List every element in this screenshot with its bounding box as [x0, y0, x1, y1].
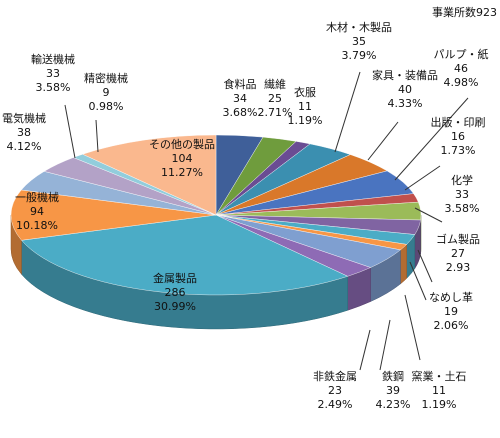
slice-10-label: 窯業・土石 11 1.19% [412, 369, 467, 411]
slice-14-label: 一般機械 94 10.18% [15, 190, 59, 232]
leader-lines-group [64, 71, 469, 371]
slice-8-value: 27 [451, 247, 465, 260]
slice-12-leader-line [359, 329, 371, 371]
slice-10-name: 窯業・土石 [412, 369, 467, 383]
slice-3-leader-line [334, 71, 361, 153]
slice-5-label: パルプ・紙 46 4.98% [434, 47, 489, 89]
slice-12-label: 非鉄金属 23 2.49% [313, 369, 357, 411]
slice-3-percent: 3.79% [342, 49, 377, 62]
slice-7-leader-line [414, 207, 443, 223]
slice-14-value: 94 [30, 205, 44, 218]
slice-8-percent: 2.93 [446, 261, 471, 274]
slice-11-name: 鉄鋼 [382, 369, 404, 383]
slice-17-label: 精密機械 9 0.98% [84, 71, 128, 113]
slice-3-value: 35 [352, 35, 366, 48]
slice-7-label: 化学 33 3.58% [445, 173, 480, 215]
slice-10-value: 11 [432, 384, 446, 397]
slice-9-leader-line [409, 261, 427, 301]
slice-2-label: 衣服 11 1.19% [288, 85, 323, 127]
slice-11-leader-line [379, 319, 391, 371]
slice-10-percent: 1.19% [422, 398, 457, 411]
total-count-label: 事業所数923 [432, 6, 497, 19]
slice-17-name: 精密機械 [84, 71, 128, 85]
slice-14-top [10, 189, 217, 241]
slice-4-name: 家具・装備品 [372, 68, 438, 82]
slice-5-percent: 4.98% [444, 76, 479, 89]
slice-17-value: 9 [103, 86, 110, 99]
pie-depth-group [10, 214, 422, 330]
slice-15-label: 電気機械 38 4.12% [2, 111, 46, 153]
slice-7-value: 33 [455, 188, 469, 201]
slice-13-top [21, 214, 349, 296]
slice-9-label: なめし革 19 2.06% [429, 290, 473, 332]
slice-2-percent: 1.19% [288, 114, 323, 127]
slice-12-name: 非鉄金属 [313, 369, 357, 383]
slice-4-label: 家具・装備品 40 4.33% [372, 68, 438, 110]
slice-6-percent: 1.73% [441, 144, 476, 157]
slice-1-value: 25 [268, 92, 282, 105]
slice-15-percent: 4.12% [7, 140, 42, 153]
slice-12-percent: 2.49% [318, 398, 353, 411]
slice-11-percent: 4.23% [376, 398, 411, 411]
slice-8-label: ゴム製品 27 2.93 [436, 232, 480, 274]
slice-1-percent: 2.71% [258, 106, 293, 119]
slice-18-label: その他の製品 104 11.27% [149, 137, 215, 179]
slice-15-value: 38 [17, 126, 31, 139]
slice-16-label: 輸送機械 33 3.58% [31, 52, 75, 94]
slice-13-value: 286 [165, 286, 186, 299]
slice-4-leader-line [367, 121, 399, 161]
slice-7-name: 化学 [451, 173, 473, 187]
slice-18-name: その他の製品 [149, 137, 215, 151]
slice-13-label: 金属製品 286 30.99% [153, 271, 197, 313]
slice-5-value: 46 [454, 62, 468, 75]
slice-10-leader-line [404, 294, 421, 361]
slice-2-value: 11 [298, 100, 312, 113]
slice-7-percent: 3.58% [445, 202, 480, 215]
slice-3-name: 木材・木製品 [326, 20, 392, 34]
slice-11-label: 鉄鋼 39 4.23% [376, 369, 411, 411]
slice-6-name: 出版・印刷 [431, 115, 486, 129]
slice-9-value: 19 [444, 305, 458, 318]
slice-9-percent: 2.06% [434, 319, 469, 332]
slice-14-percent: 10.18% [16, 219, 58, 232]
slice-10-side [400, 243, 407, 285]
slice-18-percent: 11.27% [161, 166, 203, 179]
slice-1-name: 繊維 [264, 78, 286, 91]
slice-2-name: 衣服 [294, 85, 316, 99]
slice-5-name: パルプ・紙 [434, 47, 489, 61]
slice-0-percent: 3.68% [223, 106, 258, 119]
slice-16-name: 輸送機械 [31, 52, 75, 66]
slice-3-label: 木材・木製品 35 3.79% [326, 20, 392, 62]
slice-13-percent: 30.99% [154, 300, 196, 313]
slice-17-percent: 0.98% [89, 100, 124, 113]
slice-12-value: 23 [328, 384, 342, 397]
slice-8-name: ゴム製品 [436, 232, 480, 246]
slice-0-name: 食料品 [224, 77, 257, 91]
slice-labels-group: 食料品 34 3.68%繊維 25 2.71%衣服 11 1.19%木材・木製品 35 3.79… [2, 20, 489, 411]
slice-11-value: 39 [386, 384, 400, 397]
slice-6-value: 16 [451, 130, 465, 143]
slice-4-percent: 4.33% [388, 97, 423, 110]
slice-5-leader-line [394, 97, 469, 181]
slice-18-value: 104 [172, 152, 193, 165]
slice-9-name: なめし革 [429, 290, 473, 304]
pie-top-group [10, 134, 422, 296]
slice-14-name: 一般機械 [15, 190, 59, 204]
slice-6-label: 出版・印刷 16 1.73% [431, 115, 486, 157]
slice-4-value: 40 [398, 83, 412, 96]
slice-15-name: 電気機械 [2, 111, 46, 125]
slice-18-top [82, 134, 217, 216]
slice-13-name: 金属製品 [153, 271, 197, 285]
slice-17-leader-line [95, 119, 99, 153]
slice-8-leader-line [417, 249, 433, 283]
slice-16-leader-line [64, 104, 76, 159]
slice-0-label: 食料品 34 3.68% [223, 77, 258, 119]
slice-6-leader-line [404, 165, 441, 191]
slice-0-value: 34 [233, 92, 247, 105]
slice-16-value: 33 [46, 67, 60, 80]
slice-16-percent: 3.58% [36, 81, 71, 94]
slice-1-label: 繊維 25 2.71% [258, 78, 293, 119]
